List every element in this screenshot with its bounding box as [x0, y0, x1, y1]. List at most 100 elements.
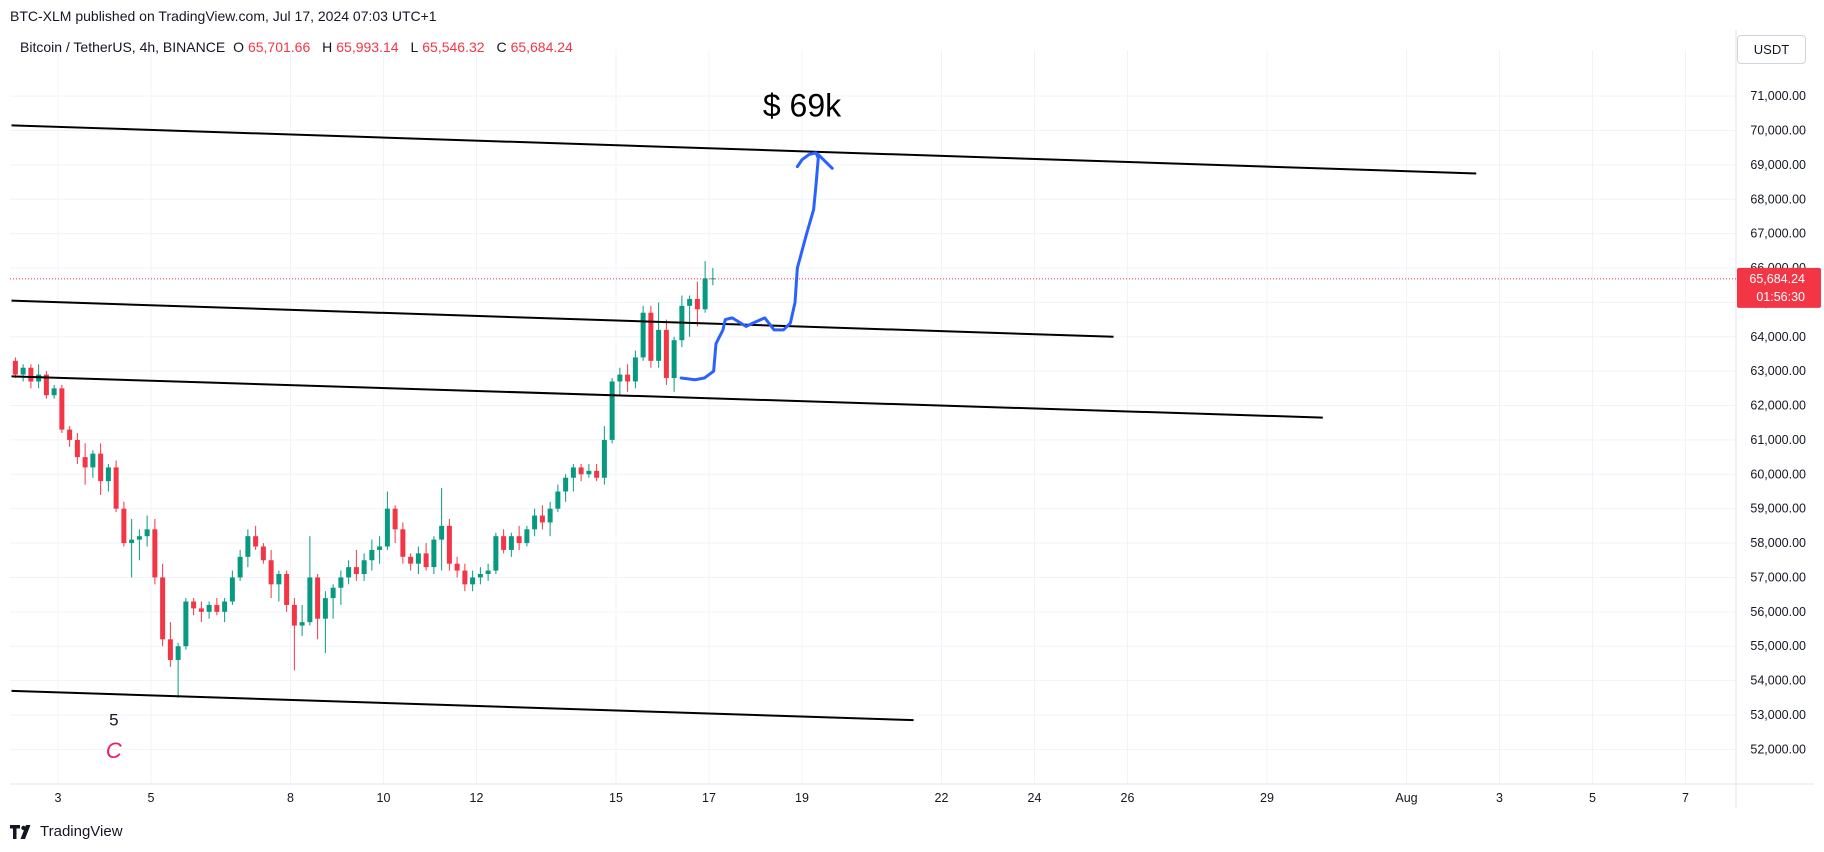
- candle-body: [59, 388, 65, 430]
- candle-body: [578, 467, 584, 475]
- candle-body: [555, 491, 561, 509]
- candle-body: [656, 329, 662, 361]
- candle-body: [687, 298, 693, 306]
- bar-countdown: 01:56:30: [1756, 290, 1805, 304]
- date-tick-label: 17: [702, 791, 716, 805]
- price-tick-label: 63,000.00: [1750, 364, 1806, 378]
- candle-body: [51, 388, 57, 396]
- candle-body: [43, 374, 49, 396]
- candle-body: [268, 560, 274, 585]
- projection-path[interactable]: [679, 151, 820, 382]
- date-tick-label: 29: [1260, 791, 1274, 805]
- candle-body: [260, 546, 266, 561]
- open-value: 65,701.66: [247, 39, 311, 55]
- price-tick-label: 68,000.00: [1750, 192, 1806, 206]
- candle-body: [105, 467, 111, 482]
- candle-body: [470, 577, 476, 585]
- date-tick-label: 3: [1496, 791, 1503, 805]
- candle-body: [369, 549, 375, 561]
- candle-body: [586, 470, 592, 475]
- candle-body: [121, 508, 127, 544]
- high-value: 65,993.14: [336, 39, 399, 55]
- candle-body: [315, 577, 321, 619]
- candle-body: [609, 381, 615, 440]
- candle-body: [694, 298, 700, 310]
- candle-body: [330, 587, 336, 599]
- candle-body: [663, 329, 669, 379]
- date-tick-label: 5: [148, 791, 155, 805]
- candle-body: [229, 577, 235, 602]
- candle-body: [206, 604, 212, 612]
- candle-body: [98, 453, 104, 482]
- price-tick-label: 56,000.00: [1750, 605, 1806, 619]
- candle-body: [384, 508, 390, 547]
- price-tick-label: 52,000.00: [1750, 742, 1806, 756]
- candle-body: [28, 367, 34, 382]
- price-tick-label: 57,000.00: [1750, 570, 1806, 584]
- date-tick-label: Aug: [1395, 791, 1417, 805]
- candle-body: [702, 278, 708, 310]
- candle-body: [322, 598, 328, 619]
- candle-body: [353, 567, 359, 575]
- candle-body: [415, 553, 421, 564]
- low-value: 65,546.32: [422, 39, 485, 55]
- candle-body: [493, 536, 499, 571]
- projection-arrowhead[interactable]: [816, 153, 834, 170]
- high-label: H: [322, 39, 333, 55]
- price-tick-label: 54,000.00: [1750, 674, 1806, 688]
- trendline[interactable]: [11, 299, 1114, 338]
- candle-body: [299, 622, 305, 626]
- candle-body: [570, 467, 576, 478]
- date-tick-label: 7: [1682, 791, 1689, 805]
- wave-number-label[interactable]: 5: [109, 710, 118, 729]
- candle-body: [12, 360, 18, 375]
- candle-body: [214, 604, 220, 612]
- candle-body: [198, 608, 204, 612]
- candle-body: [276, 574, 282, 585]
- price-tick-label: 61,000.00: [1750, 433, 1806, 447]
- open-label: O: [233, 39, 244, 55]
- publish-caption: BTC-XLM published on TradingView.com, Ju…: [10, 8, 437, 24]
- price-tick-label: 60,000.00: [1750, 467, 1806, 481]
- candle-body: [129, 539, 135, 544]
- price-tick-label: 64,000.00: [1750, 330, 1806, 344]
- candle-body: [291, 604, 297, 626]
- wave-letter-label[interactable]: C: [106, 738, 122, 763]
- date-tick-label: 5: [1589, 791, 1596, 805]
- target-price-label[interactable]: $ 69k: [763, 88, 842, 124]
- candle-body: [439, 525, 445, 540]
- candle-body: [346, 567, 352, 578]
- candle-body: [547, 508, 553, 523]
- candle-body: [307, 577, 313, 623]
- candle-body: [113, 467, 119, 509]
- candle-body: [625, 374, 631, 382]
- close-value: 65,684.24: [510, 39, 573, 55]
- trendline[interactable]: [11, 124, 1477, 175]
- candle-body: [136, 536, 142, 540]
- symbol-name[interactable]: Bitcoin / TetherUS, 4h, BINANCE: [20, 39, 226, 55]
- currency-selector[interactable]: USDT: [1737, 35, 1806, 64]
- candle-body: [408, 556, 414, 564]
- candle-body: [671, 340, 677, 379]
- candle-body: [82, 457, 88, 468]
- candle-body: [532, 515, 538, 530]
- candle-body: [245, 536, 251, 557]
- candle-body: [431, 539, 437, 568]
- price-tick-label: 69,000.00: [1750, 158, 1806, 172]
- candle-body: [485, 570, 491, 575]
- candle-body: [400, 529, 406, 557]
- trendline[interactable]: [11, 375, 1323, 419]
- date-tick-label: 10: [377, 791, 391, 805]
- candle-body: [237, 556, 243, 578]
- date-tick-label: 26: [1121, 791, 1135, 805]
- date-tick-label: 3: [55, 791, 62, 805]
- price-tick-label: 55,000.00: [1750, 639, 1806, 653]
- candle-body: [539, 515, 545, 523]
- candle-body: [563, 477, 569, 492]
- candle-body: [253, 536, 259, 547]
- price-tick-label: 53,000.00: [1750, 708, 1806, 722]
- candle-body: [501, 536, 507, 550]
- trendline[interactable]: [11, 689, 914, 722]
- candle-body: [516, 536, 522, 544]
